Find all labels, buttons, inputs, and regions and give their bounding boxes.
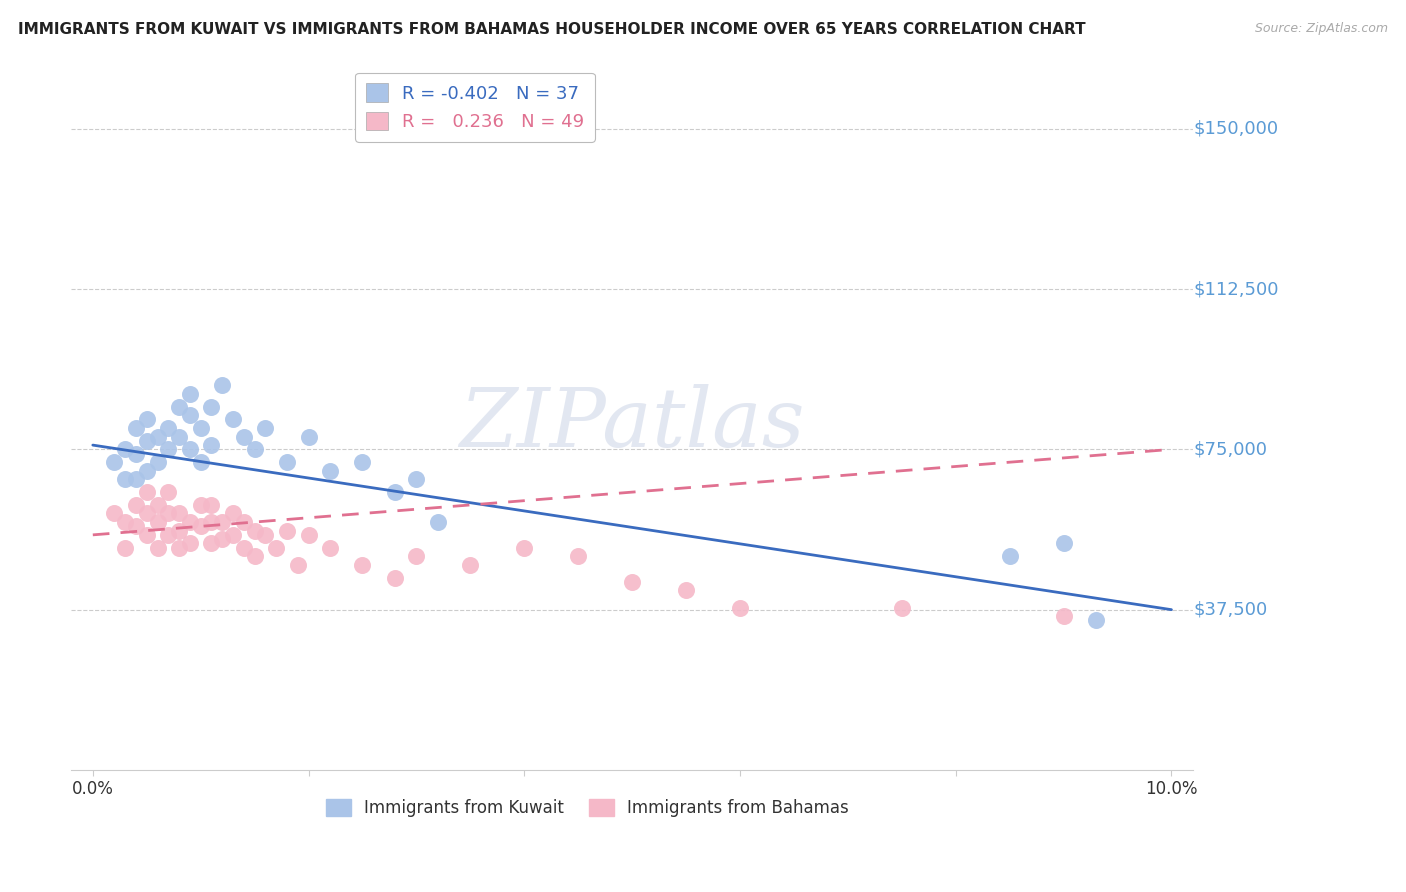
Point	[135, 507, 157, 521]
Point	[276, 455, 298, 469]
Point	[167, 507, 190, 521]
Point	[890, 600, 912, 615]
Legend: Immigrants from Kuwait, Immigrants from Bahamas: Immigrants from Kuwait, Immigrants from …	[319, 792, 856, 824]
Point	[998, 549, 1021, 564]
Point	[243, 442, 266, 457]
Text: IMMIGRANTS FROM KUWAIT VS IMMIGRANTS FROM BAHAMAS HOUSEHOLDER INCOME OVER 65 YEA: IMMIGRANTS FROM KUWAIT VS IMMIGRANTS FRO…	[18, 22, 1085, 37]
Point	[179, 408, 201, 422]
Point	[125, 472, 148, 486]
Point	[179, 515, 201, 529]
Point	[222, 507, 245, 521]
Point	[167, 400, 190, 414]
Point	[384, 485, 406, 500]
Point	[114, 541, 136, 555]
Point	[297, 528, 319, 542]
Point	[179, 536, 201, 550]
Point	[460, 558, 482, 572]
Point	[675, 583, 697, 598]
Point	[190, 498, 212, 512]
Point	[513, 541, 536, 555]
Point	[427, 515, 450, 529]
Point	[125, 519, 148, 533]
Point	[254, 528, 277, 542]
Point	[232, 541, 254, 555]
Point	[621, 574, 644, 589]
Text: ZIPatlas: ZIPatlas	[460, 384, 804, 464]
Point	[352, 455, 374, 469]
Point	[243, 524, 266, 538]
Point	[135, 434, 157, 448]
Point	[179, 386, 201, 401]
Point	[222, 412, 245, 426]
Point	[135, 485, 157, 500]
Point	[352, 558, 374, 572]
Point	[179, 442, 201, 457]
Point	[319, 464, 342, 478]
Point	[297, 429, 319, 443]
Point	[103, 507, 125, 521]
Point	[125, 421, 148, 435]
Point	[264, 541, 287, 555]
Point	[190, 519, 212, 533]
Point	[103, 455, 125, 469]
Point	[157, 421, 180, 435]
Point	[114, 515, 136, 529]
Point	[125, 498, 148, 512]
Point	[287, 558, 309, 572]
Point	[135, 412, 157, 426]
Point	[200, 498, 222, 512]
Point	[728, 600, 751, 615]
Point	[146, 498, 169, 512]
Point	[405, 472, 427, 486]
Point	[200, 438, 222, 452]
Point	[157, 507, 180, 521]
Point	[1052, 536, 1074, 550]
Point	[167, 429, 190, 443]
Point	[211, 378, 233, 392]
Point	[157, 485, 180, 500]
Point	[567, 549, 589, 564]
Point	[146, 515, 169, 529]
Point	[384, 571, 406, 585]
Point	[146, 429, 169, 443]
Point	[157, 442, 180, 457]
Point	[200, 515, 222, 529]
Point	[243, 549, 266, 564]
Point	[232, 429, 254, 443]
Point	[211, 532, 233, 546]
Point	[114, 472, 136, 486]
Point	[200, 400, 222, 414]
Point	[1052, 609, 1074, 624]
Point	[222, 528, 245, 542]
Point	[146, 541, 169, 555]
Text: $150,000: $150,000	[1194, 120, 1278, 137]
Point	[114, 442, 136, 457]
Text: $37,500: $37,500	[1194, 600, 1267, 619]
Point	[200, 536, 222, 550]
Point	[319, 541, 342, 555]
Text: $112,500: $112,500	[1194, 280, 1278, 298]
Point	[254, 421, 277, 435]
Text: $75,000: $75,000	[1194, 441, 1267, 458]
Point	[232, 515, 254, 529]
Text: Source: ZipAtlas.com: Source: ZipAtlas.com	[1254, 22, 1388, 36]
Point	[167, 524, 190, 538]
Point	[190, 421, 212, 435]
Point	[146, 455, 169, 469]
Point	[211, 515, 233, 529]
Point	[190, 455, 212, 469]
Point	[405, 549, 427, 564]
Point	[157, 528, 180, 542]
Point	[135, 528, 157, 542]
Point	[1084, 613, 1107, 627]
Point	[167, 541, 190, 555]
Point	[135, 464, 157, 478]
Point	[125, 447, 148, 461]
Point	[276, 524, 298, 538]
